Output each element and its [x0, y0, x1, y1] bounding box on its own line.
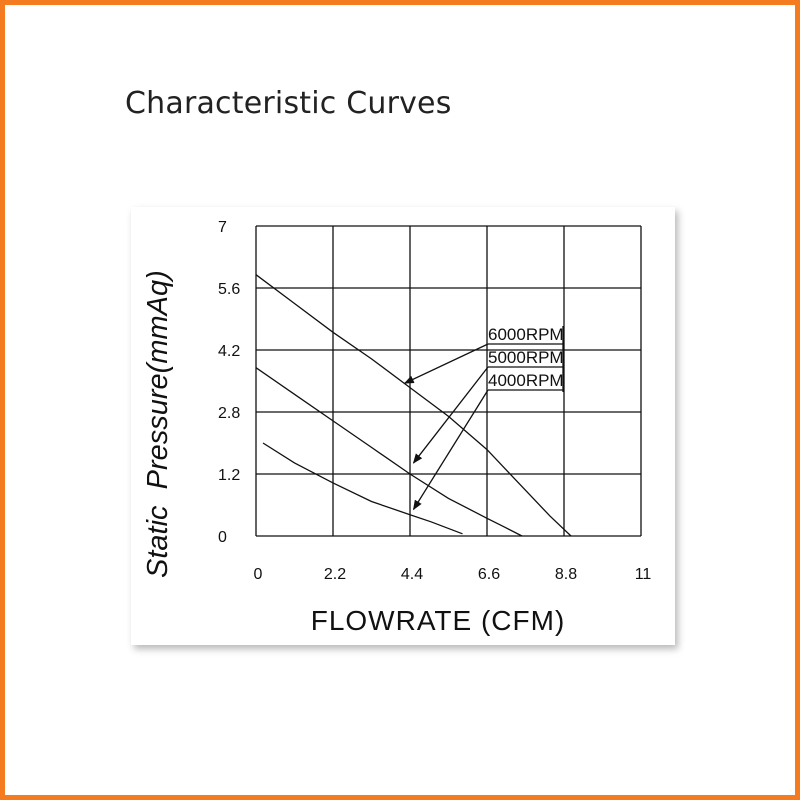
x-tick-label: 11 [635, 566, 652, 583]
x-tick-label: 2.2 [324, 566, 346, 583]
tick-labels: 0 2.2 4.4 6.6 8.8 11 0 1.2 2.8 4.2 5.6 7 [218, 219, 651, 583]
series-line-4000RPM [262, 442, 463, 535]
y-tick-label: 7 [218, 219, 227, 236]
y-tick-label: 5.6 [218, 281, 240, 298]
annotation-label-4000RPM: 4000RPM [488, 371, 564, 390]
chart-panel [131, 207, 675, 645]
y-tick-label: 0 [218, 529, 227, 546]
series-line-5000RPM [255, 367, 523, 537]
x-axis-label: FLOWRATE (CFM) [311, 605, 566, 636]
x-tick-label: 4.4 [401, 566, 423, 583]
y-tick-label: 1.2 [218, 467, 240, 484]
annotation-label-6000RPM: 6000RPM [488, 325, 564, 344]
y-tick-label: 2.8 [218, 405, 240, 422]
grid [255, 225, 642, 537]
curves [255, 274, 572, 537]
x-tick-label: 6.6 [478, 566, 500, 583]
x-tick-label: 8.8 [555, 566, 577, 583]
annotation-arrow [412, 366, 489, 464]
annotations: 6000RPM 5000RPM 4000RPM [403, 325, 564, 511]
series-line-6000RPM [255, 274, 572, 537]
y-axis-label: Static Pressure(mmAq) [142, 270, 174, 578]
annotation-arrow [412, 389, 489, 511]
y-tick-label: 4.2 [218, 343, 240, 360]
x-tick-label: 0 [254, 566, 263, 583]
annotation-label-5000RPM: 5000RPM [488, 348, 564, 367]
page-title: Characteristic Curves [125, 86, 452, 121]
annotation-arrow [403, 343, 489, 384]
